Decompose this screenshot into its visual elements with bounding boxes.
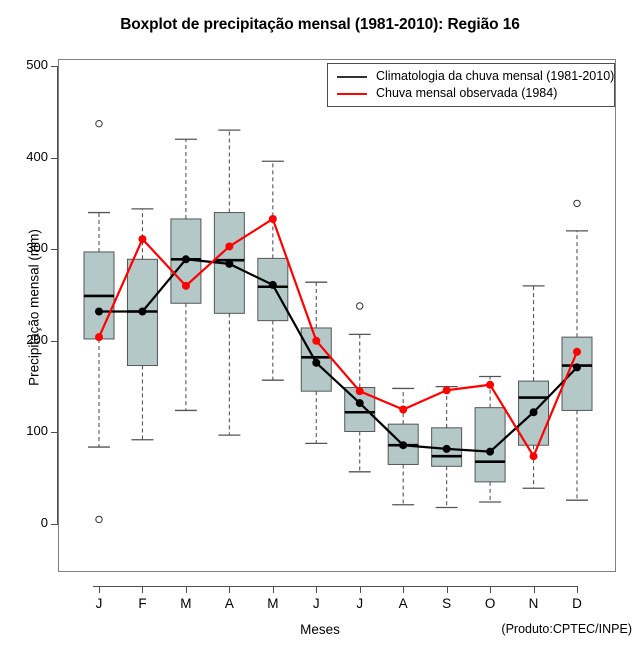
series-point-6 xyxy=(355,387,364,396)
series-line xyxy=(99,258,578,453)
x-tick-5 xyxy=(316,586,318,593)
series-point-2 xyxy=(181,255,190,264)
legend-item-observed: Chuva mensal observada (1984) xyxy=(328,85,616,103)
y-axis-line xyxy=(57,66,58,525)
x-tick-label-8: S xyxy=(442,596,452,611)
plot-area xyxy=(58,59,616,572)
x-tick-label-2: M xyxy=(180,596,192,611)
x-tick-10 xyxy=(533,586,535,593)
series-point-2 xyxy=(181,281,190,290)
y-tick-100 xyxy=(51,432,58,434)
series-point-7 xyxy=(399,441,408,450)
x-tick-label-0: J xyxy=(95,596,103,611)
series-point-6 xyxy=(355,399,364,408)
boxplot-F-1 xyxy=(126,208,158,441)
plot-svg xyxy=(83,120,593,524)
x-tick-4 xyxy=(272,586,274,593)
x-tick-label-1: F xyxy=(138,596,147,611)
series-point-11 xyxy=(573,347,581,356)
outlier-0 xyxy=(356,302,364,310)
plot-frame xyxy=(58,59,616,572)
x-tick-1 xyxy=(142,586,144,593)
y-tick-200 xyxy=(51,340,58,342)
y-tick-label-400: 400 xyxy=(26,148,48,164)
series-point-4 xyxy=(268,214,277,223)
box-iqr xyxy=(257,257,289,322)
series-climatology xyxy=(95,255,581,456)
x-tick-11 xyxy=(577,586,578,593)
x-axis-title: Meses xyxy=(300,622,340,637)
chart-title: Boxplot de precipitação mensal (1981-201… xyxy=(120,16,520,33)
legend-label-observed: Chuva mensal observada (1984) xyxy=(376,86,558,100)
series-point-8 xyxy=(442,386,451,395)
y-tick-0 xyxy=(51,524,58,525)
x-axis-line xyxy=(93,586,577,587)
boxplot-M-4 xyxy=(257,160,289,381)
x-tick-9 xyxy=(490,586,492,593)
x-tick-label-4: M xyxy=(267,596,279,611)
series-point-8 xyxy=(442,444,451,453)
x-tick-label-5: J xyxy=(312,596,320,611)
series-point-3 xyxy=(225,242,234,251)
y-tick-label-100: 100 xyxy=(26,423,48,439)
x-tick-label-3: A xyxy=(224,596,234,611)
box-iqr xyxy=(474,407,506,483)
y-tick-300 xyxy=(51,249,58,251)
x-tick-label-10: N xyxy=(528,596,539,611)
legend-item-climatology: Climatologia da chuva mensal (1981-2010) xyxy=(328,68,616,86)
y-tick-label-500: 500 xyxy=(26,57,48,72)
series-line xyxy=(97,217,579,458)
series-point-5 xyxy=(312,336,321,345)
series-point-1 xyxy=(138,235,147,244)
x-tick-label-7: A xyxy=(398,596,408,611)
series-observed xyxy=(95,214,581,461)
y-tick-label-0: 0 xyxy=(40,515,48,530)
y-tick-label-200: 200 xyxy=(26,331,48,347)
series-point-7 xyxy=(399,405,408,414)
boxplot-A-3 xyxy=(213,129,245,436)
legend-swatch-observed xyxy=(337,93,367,95)
series-point-0 xyxy=(95,333,103,342)
legend-swatch-climatology xyxy=(337,76,367,78)
x-tick-label-11: D xyxy=(572,596,582,611)
series-point-11 xyxy=(573,363,581,372)
series-point-0 xyxy=(95,307,103,316)
x-tick-8 xyxy=(446,586,448,593)
boxplot-J-0 xyxy=(83,120,115,524)
series-point-9 xyxy=(486,447,495,456)
y-tick-500 xyxy=(51,66,58,67)
series-point-3 xyxy=(225,259,234,268)
x-tick-3 xyxy=(229,586,231,593)
outlier-0 xyxy=(95,120,103,128)
series-point-9 xyxy=(486,380,495,389)
x-tick-2 xyxy=(185,586,187,593)
y-axis-title: Precipitação mensal (mm) xyxy=(26,229,42,386)
legend: Climatologia da chuva mensal (1981-2010)… xyxy=(327,63,615,107)
series-point-1 xyxy=(138,307,147,316)
x-tick-label-9: O xyxy=(484,596,496,611)
outlier-1 xyxy=(95,515,103,524)
series-point-10 xyxy=(529,452,538,461)
x-tick-7 xyxy=(403,586,405,593)
boxplot-O-9 xyxy=(474,375,506,503)
x-tick-0 xyxy=(99,586,100,593)
series-point-4 xyxy=(268,280,277,289)
x-tick-6 xyxy=(359,586,361,593)
series-point-5 xyxy=(312,358,321,367)
outlier-0 xyxy=(573,199,581,208)
x-tick-label-6: J xyxy=(356,596,364,611)
series-point-10 xyxy=(529,408,538,417)
y-tick-label-300: 300 xyxy=(26,240,48,256)
legend-label-climatology: Climatologia da chuva mensal (1981-2010) xyxy=(376,69,615,83)
y-tick-400 xyxy=(51,157,58,159)
credit-label: (Produto:CPTEC/INPE) xyxy=(501,622,632,636)
